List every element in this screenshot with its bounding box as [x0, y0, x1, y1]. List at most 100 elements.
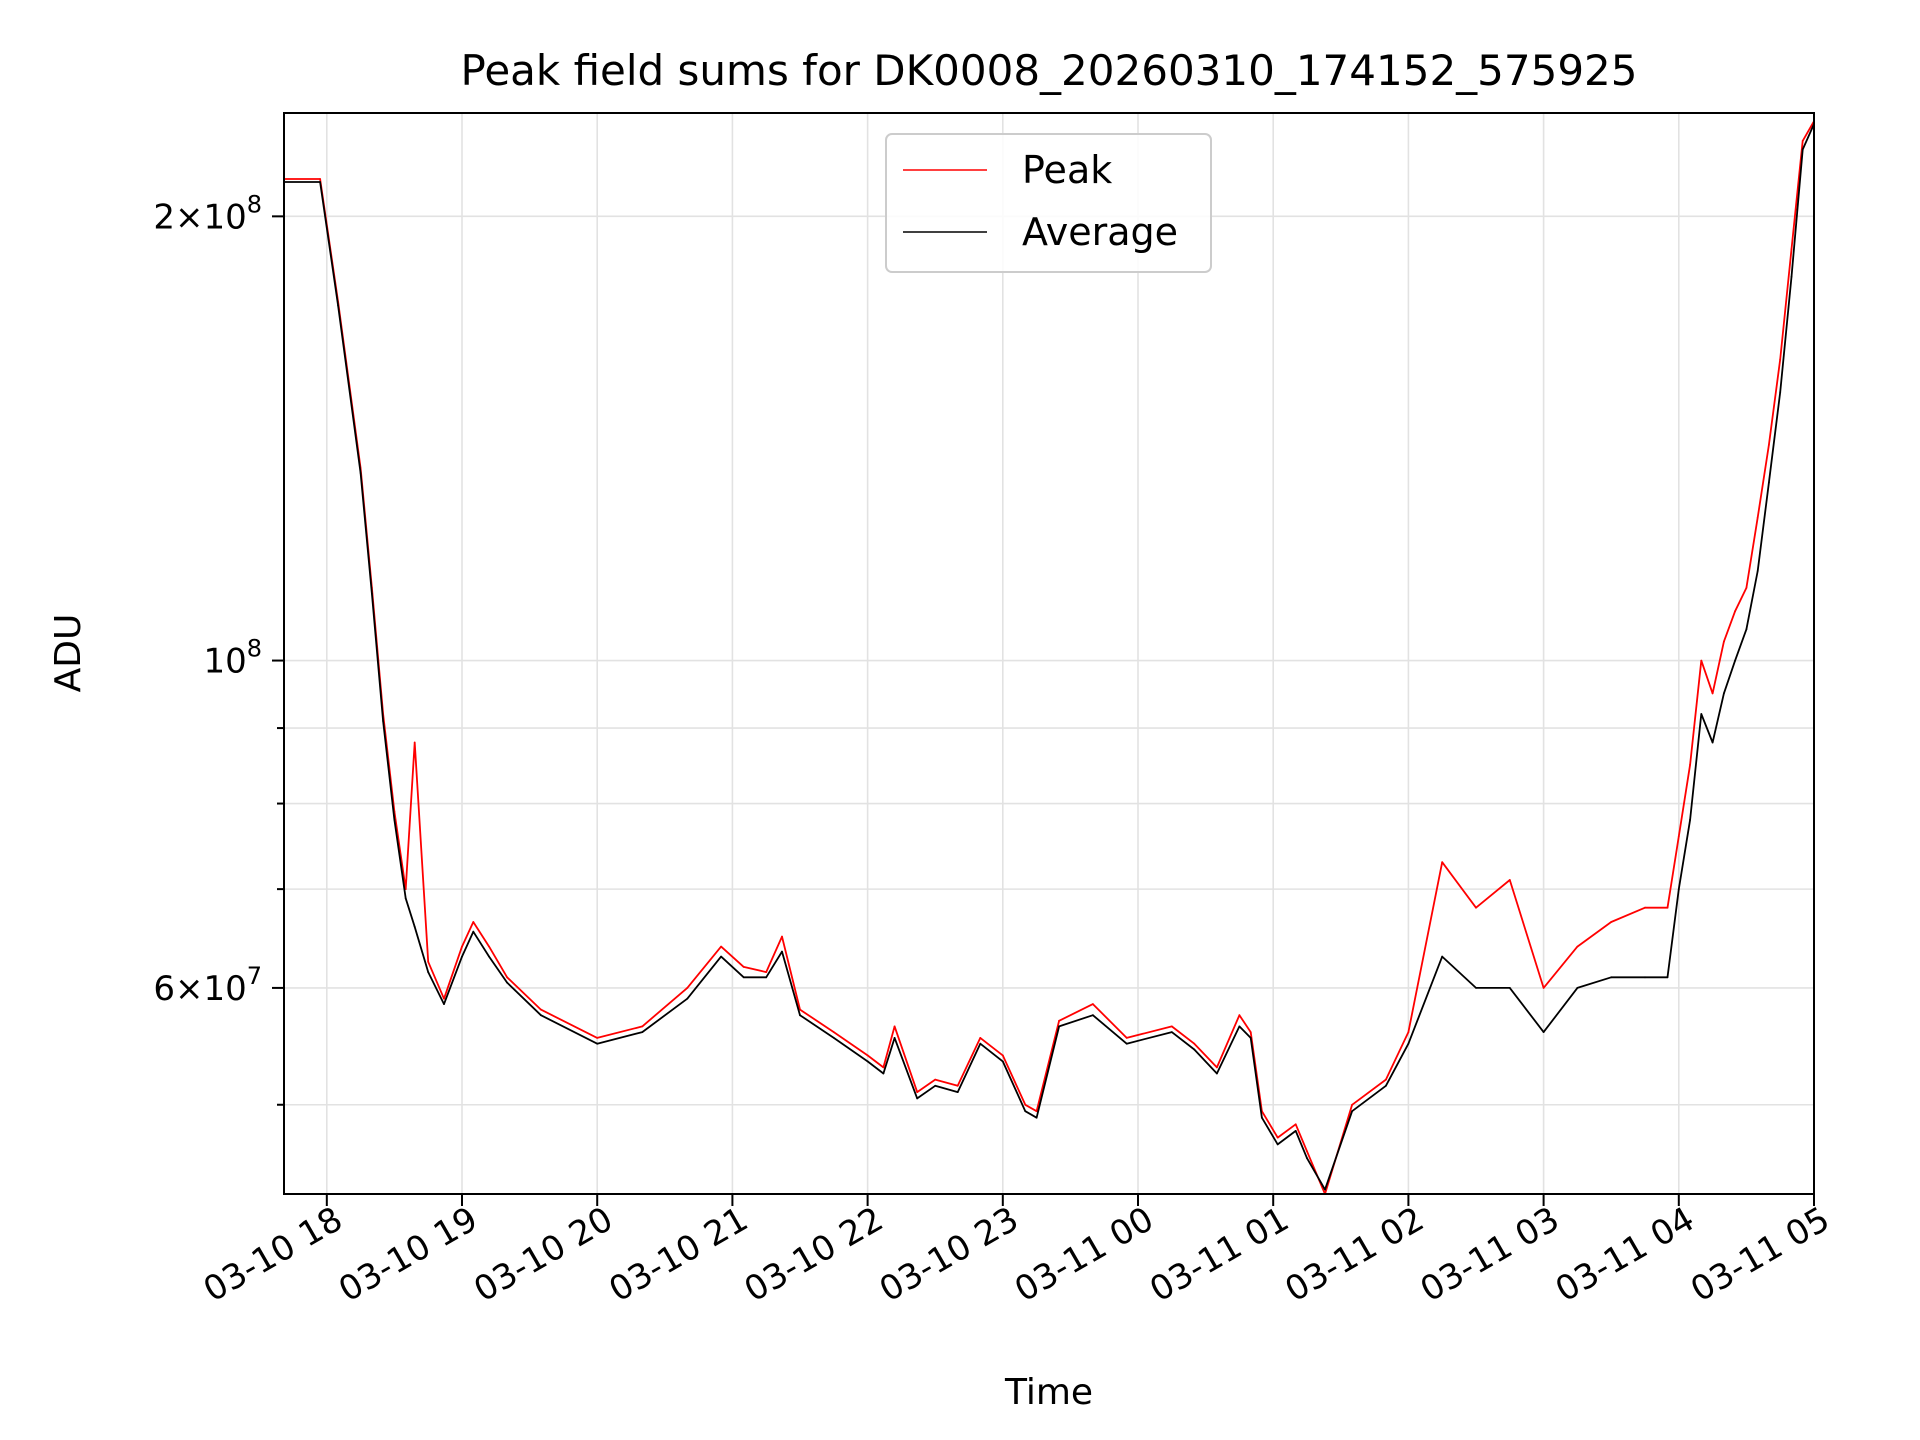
legend-average-label: Average: [1022, 210, 1178, 254]
x-tick-label: 03-11 00: [1008, 1199, 1160, 1310]
y-tick-exponent: 8: [247, 635, 262, 663]
series-average-line: [284, 123, 1815, 1191]
series-average-point: [393, 818, 396, 821]
series-peak-point: [1238, 1014, 1241, 1017]
series-peak-point: [1790, 248, 1793, 251]
series-peak-point: [1035, 1110, 1038, 1113]
grid-layer: [284, 113, 1815, 1194]
series-average-point: [1700, 713, 1703, 715]
series-average-point: [488, 955, 490, 958]
series-peak-point: [1768, 444, 1770, 446]
chart-title: Peak field sums for DK0008_20260310_1741…: [460, 46, 1637, 95]
series-peak-point: [506, 976, 508, 979]
series-peak-point: [596, 1037, 599, 1039]
series-peak-point: [1475, 906, 1477, 909]
series-peak-point: [1001, 1054, 1004, 1057]
series-peak-point: [1385, 1078, 1387, 1081]
series-peak-point: [916, 1091, 919, 1093]
series-average-point: [1644, 976, 1646, 979]
series-peak-point: [1193, 1042, 1196, 1045]
series-average-point: [1261, 1116, 1263, 1119]
series-average-point: [916, 1097, 919, 1100]
x-tick-label: 03-11 05: [1684, 1199, 1836, 1310]
series-peak-point: [472, 921, 475, 923]
series-average-point: [1475, 987, 1477, 989]
series-peak-point: [956, 1084, 959, 1087]
series-peak-point: [1294, 1123, 1297, 1126]
series-average-point: [1306, 1157, 1308, 1160]
series-peak-point: [1734, 610, 1736, 613]
series-peak-point: [1125, 1037, 1128, 1039]
series-peak-point: [413, 741, 416, 744]
series-peak-point: [1779, 358, 1782, 361]
series-peak-point: [979, 1037, 982, 1039]
series-average-point: [1610, 976, 1613, 979]
series-peak-point: [1700, 659, 1703, 662]
series-average-point: [1001, 1060, 1004, 1063]
series-peak-point: [427, 960, 430, 963]
series-average-point: [934, 1084, 937, 1087]
series-peak-point: [742, 966, 745, 968]
series-peak-point: [882, 1066, 885, 1069]
series-average-point: [319, 181, 321, 183]
series-average-point: [461, 955, 463, 958]
series-average-point: [427, 971, 430, 973]
series-average-point: [1351, 1110, 1353, 1113]
y-tick-base: 10: [203, 642, 246, 682]
series-peak-point: [893, 1025, 896, 1028]
series-peak-point: [1170, 1025, 1173, 1028]
series-average-point: [337, 304, 339, 307]
series-average-point: [742, 976, 745, 979]
y-tick-exponent: 7: [247, 962, 262, 990]
series-average-point: [781, 950, 783, 953]
series-average-point: [1677, 888, 1680, 890]
series-peak-point: [720, 945, 722, 948]
series-peak-point: [781, 935, 783, 938]
y-tick-mantissa: 6: [153, 969, 175, 1009]
x-tick-label: 03-10 19: [332, 1199, 484, 1310]
series-peak-point: [1407, 1031, 1410, 1033]
series-layer: [283, 120, 1815, 1195]
series-average-point: [1689, 818, 1691, 821]
y-tick-times: ×10: [175, 969, 247, 1009]
series-average-point: [1058, 1025, 1060, 1028]
series-average-point: [1508, 987, 1511, 989]
series-peak-point: [1542, 987, 1545, 989]
series-average-point: [799, 1014, 801, 1017]
series-peak-point: [1306, 1150, 1308, 1153]
series-average-point: [1276, 1143, 1279, 1146]
x-tick-label: 03-10 18: [197, 1199, 349, 1310]
series-average-point: [1576, 987, 1579, 989]
x-tick-label: 03-11 02: [1279, 1199, 1431, 1310]
series-peak-point: [1610, 921, 1613, 923]
y-tick-label: 6×107: [153, 962, 262, 1009]
series-average-point: [1723, 692, 1725, 695]
series-average-point: [1734, 659, 1736, 662]
series-average-point: [1745, 628, 1748, 631]
series-average-point: [1238, 1025, 1241, 1028]
series-peak-line: [284, 120, 1815, 1195]
series-peak-point: [1249, 1031, 1252, 1033]
legend: Peak Average: [885, 133, 1212, 273]
y-tick-label: 2×108: [153, 190, 262, 237]
series-peak-point: [1441, 861, 1444, 864]
series-average-point: [382, 720, 384, 722]
series-average-point: [1542, 1031, 1545, 1033]
series-average-point: [413, 925, 416, 928]
series-peak-point: [461, 945, 463, 948]
series-peak-point: [832, 1031, 835, 1033]
x-tick-label: 03-10 21: [603, 1199, 755, 1310]
y-tick-mantissa: 2: [153, 197, 175, 237]
series-peak-point: [1666, 906, 1669, 909]
series-average-point: [1790, 275, 1793, 278]
series-peak-point: [1644, 906, 1646, 909]
x-tick-label: 03-10 20: [467, 1199, 619, 1310]
series-peak-point: [1058, 1019, 1060, 1022]
x-axis-label: Time: [1004, 1372, 1093, 1413]
series-peak-point: [1092, 1003, 1094, 1005]
series-average-point: [979, 1042, 982, 1045]
series-average-point: [1407, 1042, 1410, 1045]
series-peak-point: [1689, 763, 1691, 766]
